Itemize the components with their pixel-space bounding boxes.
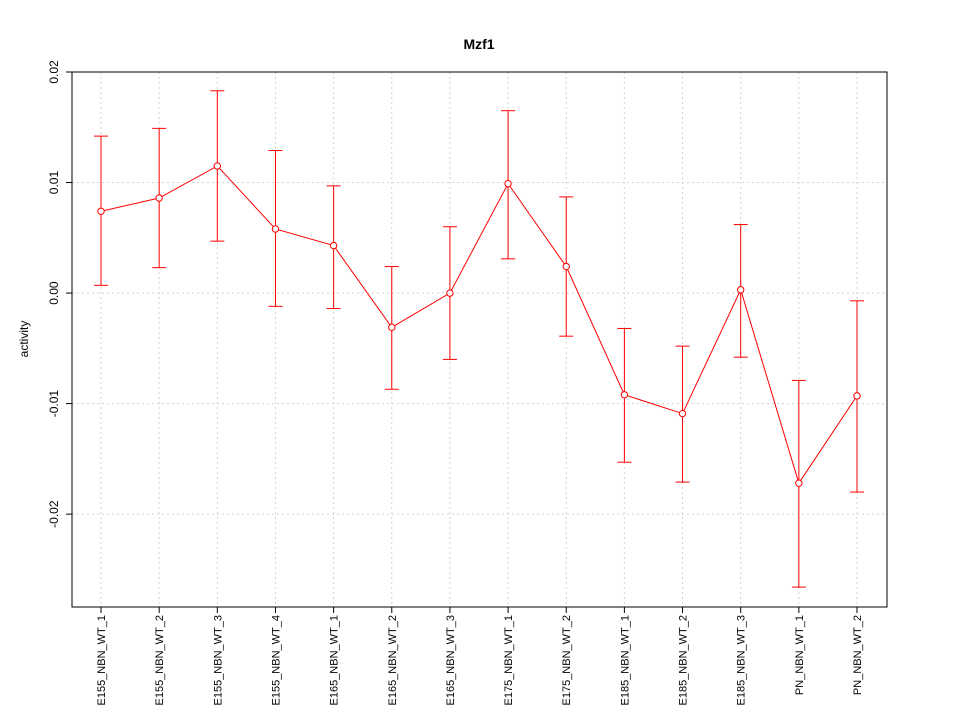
x-tick-label: E185_NBN_WT_2 [678, 615, 690, 706]
data-point [155, 194, 163, 202]
data-point [213, 162, 222, 170]
data-point [504, 179, 512, 188]
x-tick-label: E175_NBN_WT_1 [503, 615, 515, 706]
data-point [97, 207, 105, 215]
data-point [446, 289, 454, 297]
y-tick-label: -0.01 [47, 390, 61, 418]
y-tick-label: -0.02 [47, 500, 61, 528]
data-point [271, 225, 280, 233]
data-point [736, 286, 745, 294]
x-tick-label: E185_NBN_WT_1 [619, 615, 631, 706]
data-point [853, 392, 861, 400]
series-line [100, 165, 858, 485]
y-tick-label: 0.00 [47, 281, 61, 305]
y-axis: -0.02 -0.01 0.00 0.01 0.02 [47, 60, 72, 528]
x-tick-label: E155_NBN_WT_3 [212, 615, 224, 706]
x-tick-label: PN_NBN_WT_2 [852, 615, 864, 695]
x-axis: E155_NBN_WT_1 E155_NBN_WT_2 E155_NBN_WT_3 E… [96, 607, 864, 706]
plot-frame [71, 71, 888, 608]
x-tick-label: E155_NBN_WT_2 [154, 615, 166, 706]
x-tick-label: E155_NBN_WT_1 [96, 615, 108, 706]
y-tick-label: 0.02 [47, 60, 61, 84]
data-point [620, 391, 629, 399]
series [94, 90, 864, 588]
y-tick-label: 0.01 [47, 171, 61, 195]
data-point [329, 241, 338, 250]
grid [72, 71, 887, 607]
data-point [562, 262, 570, 271]
chart-title: Mzf1 [463, 36, 494, 52]
data-point [388, 323, 396, 332]
data-point [795, 479, 803, 487]
data-point [678, 409, 687, 418]
x-tick-label: PN_NBN_WT_1 [794, 615, 806, 695]
x-tick-label: E165_NBN_WT_3 [445, 615, 457, 706]
x-tick-label: E175_NBN_WT_2 [561, 615, 573, 706]
y-axis-label: activity [17, 321, 31, 358]
x-tick-label: E185_NBN_WT_3 [736, 615, 748, 706]
x-tick-label: E165_NBN_WT_1 [329, 615, 341, 706]
x-tick-label: E165_NBN_WT_2 [387, 615, 399, 706]
x-tick-label: E155_NBN_WT_4 [270, 615, 282, 706]
